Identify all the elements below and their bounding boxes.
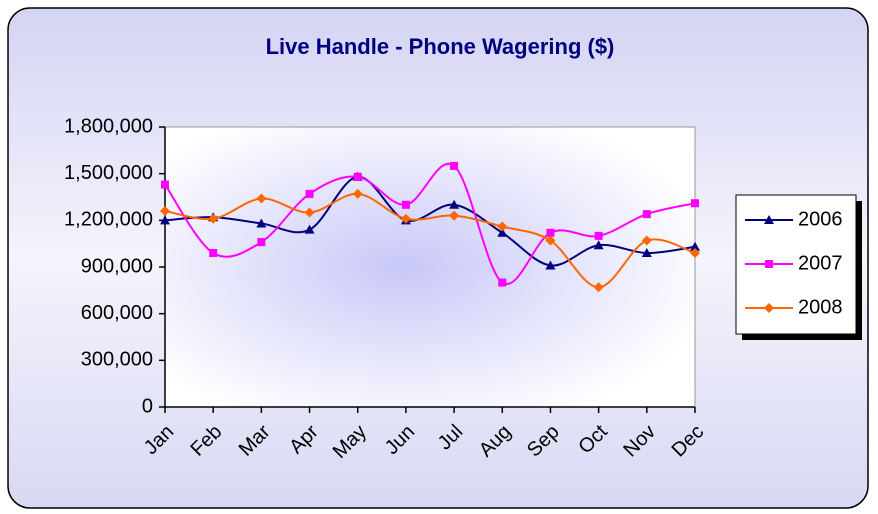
point <box>690 241 700 251</box>
y-tick-label: 0 <box>142 395 153 417</box>
point <box>305 189 314 198</box>
point <box>256 218 267 228</box>
point <box>160 206 170 216</box>
point <box>546 228 555 237</box>
y-tick-label: 1,500,000 <box>64 162 153 184</box>
legend-marker <box>764 215 774 224</box>
point <box>545 260 556 270</box>
point <box>594 231 603 240</box>
y-tick-label: 1,800,000 <box>64 115 153 137</box>
point <box>353 172 362 181</box>
point <box>304 207 315 218</box>
point <box>256 193 267 204</box>
legend-label: 2008 <box>798 296 843 318</box>
point <box>545 235 556 246</box>
point <box>449 199 460 209</box>
point <box>641 248 652 257</box>
point <box>593 240 604 250</box>
point <box>498 278 507 287</box>
point <box>449 210 460 221</box>
point <box>208 213 219 224</box>
point <box>497 227 508 237</box>
point <box>450 161 459 170</box>
point <box>690 248 700 258</box>
point <box>352 188 363 199</box>
legend-marker <box>765 260 773 268</box>
point <box>593 282 604 293</box>
point <box>497 221 508 232</box>
point <box>401 200 410 209</box>
point <box>257 238 266 247</box>
y-tick-label: 600,000 <box>81 302 153 324</box>
legend-marker <box>764 303 774 313</box>
point <box>161 180 169 189</box>
legend-label: 2007 <box>798 252 843 274</box>
chart-title: Live Handle - Phone Wagering ($) <box>266 34 615 59</box>
point <box>641 235 652 246</box>
y-tick-label: 300,000 <box>81 349 153 371</box>
point <box>160 215 170 225</box>
point <box>209 249 218 257</box>
point <box>304 224 315 234</box>
legend-label: 2006 <box>798 208 843 230</box>
y-tick-label: 1,200,000 <box>64 209 153 231</box>
point <box>400 213 411 224</box>
point <box>691 199 699 208</box>
y-tick-label: 900,000 <box>81 255 153 277</box>
point <box>642 210 651 219</box>
plot-area <box>164 126 696 408</box>
